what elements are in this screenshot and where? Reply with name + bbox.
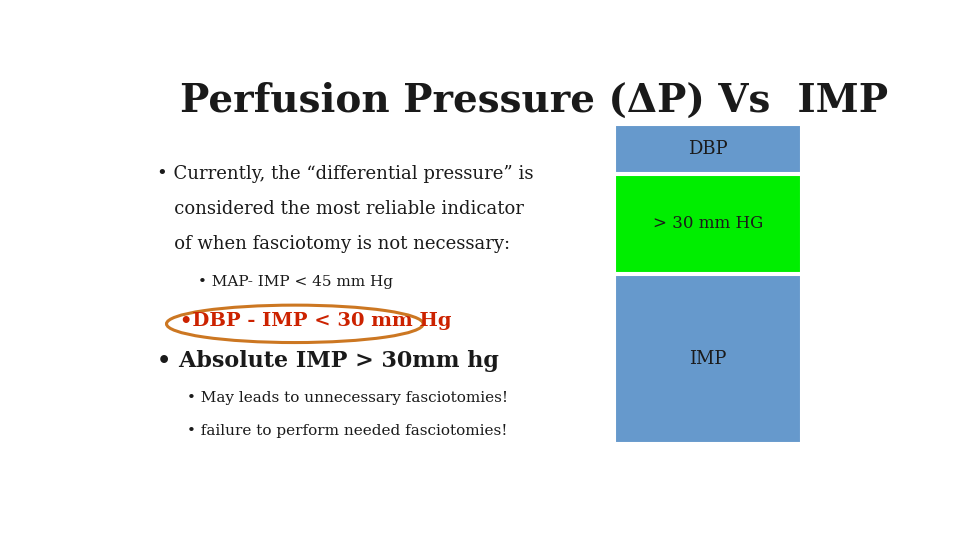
FancyBboxPatch shape — [614, 175, 801, 273]
Text: • May leads to unnecessary fasciotomies!: • May leads to unnecessary fasciotomies! — [187, 391, 508, 405]
Text: • failure to perform needed fasciotomies!: • failure to perform needed fasciotomies… — [187, 424, 508, 438]
Text: DBP: DBP — [688, 140, 728, 158]
Text: of when fasciotomy is not necessary:: of when fasciotomy is not necessary: — [157, 235, 511, 253]
Text: • Absolute IMP > 30mm hg: • Absolute IMP > 30mm hg — [157, 349, 499, 372]
Text: IMP: IMP — [689, 350, 727, 368]
Text: • MAP- IMP < 45 mm Hg: • MAP- IMP < 45 mm Hg — [198, 275, 394, 289]
Text: •DBP - IMP < 30 mm Hg: •DBP - IMP < 30 mm Hg — [180, 312, 451, 330]
Text: Perfusion Pressure (ΔP) Vs  IMP: Perfusion Pressure (ΔP) Vs IMP — [180, 82, 888, 119]
Text: considered the most reliable indicator: considered the most reliable indicator — [157, 200, 524, 218]
Text: > 30 mm HG: > 30 mm HG — [653, 215, 763, 232]
FancyBboxPatch shape — [614, 275, 801, 443]
Text: • Currently, the “differential pressure” is: • Currently, the “differential pressure”… — [157, 165, 534, 183]
FancyBboxPatch shape — [614, 125, 801, 173]
